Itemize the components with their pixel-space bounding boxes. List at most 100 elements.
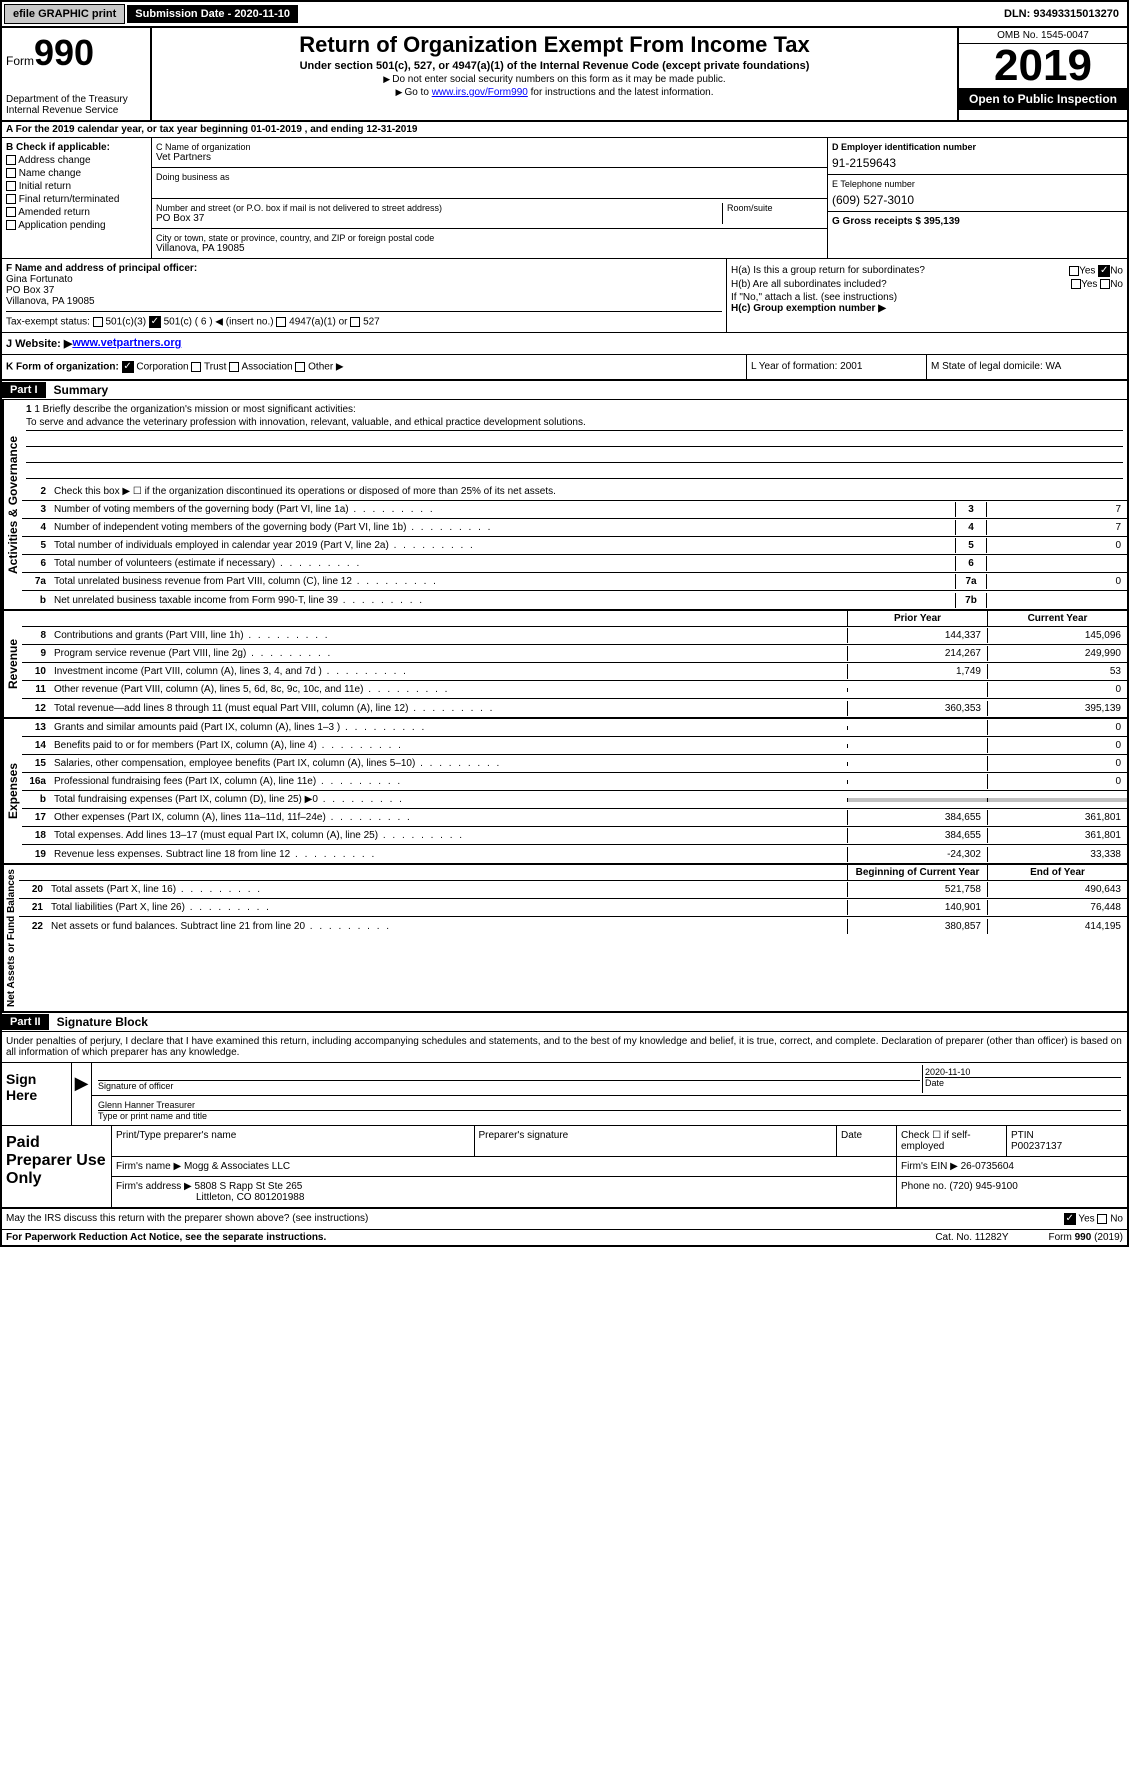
prep-date-label: Date (837, 1126, 897, 1156)
hdr-begin-year: Beginning of Current Year (847, 865, 987, 880)
chk-address-change[interactable] (6, 155, 16, 165)
line-3: 3 Number of voting members of the govern… (22, 501, 1127, 519)
chk-hb-yes[interactable] (1071, 279, 1081, 289)
part1-header: Part I Summary (2, 381, 1127, 400)
revenue-section: Revenue Prior YearCurrent Year 8 Contrib… (2, 611, 1127, 719)
sig-declaration: Under penalties of perjury, I declare th… (2, 1032, 1127, 1063)
footer-row: For Paperwork Reduction Act Notice, see … (2, 1230, 1127, 1245)
line-4: 4 Number of independent voting members o… (22, 519, 1127, 537)
form-container: efile GRAPHIC print Submission Date - 20… (0, 0, 1129, 1247)
prep-sig-label: Preparer's signature (475, 1126, 838, 1156)
firm-phone-label: Phone no. (901, 1181, 947, 1192)
dba-label: Doing business as (156, 172, 823, 182)
vert-expenses: Expenses (2, 719, 22, 863)
check-self-employed: Check ☐ if self-employed (897, 1126, 1007, 1156)
public-inspection: Open to Public Inspection (959, 88, 1127, 110)
line-20: 20 Total assets (Part X, line 16) 521,75… (19, 881, 1127, 899)
principal-label: F Name and address of principal officer: (6, 263, 722, 274)
chk-final-return[interactable] (6, 194, 16, 204)
website-link[interactable]: www.vetpartners.org (72, 337, 181, 350)
cat-number: Cat. No. 11282Y (935, 1232, 1008, 1243)
chk-other[interactable] (295, 362, 305, 372)
line-18: 18 Total expenses. Add lines 13–17 (must… (22, 827, 1127, 845)
form-number: Form990 (6, 32, 146, 74)
col-de: D Employer identification number 91-2159… (827, 138, 1127, 258)
paperwork-notice: For Paperwork Reduction Act Notice, see … (6, 1232, 326, 1243)
chk-501c3[interactable] (93, 317, 103, 327)
ein-value: 91-2159643 (832, 152, 1123, 170)
form-footer: Form 990 (2019) (1049, 1232, 1123, 1243)
section-identity: B Check if applicable: Address change Na… (2, 138, 1127, 259)
col-b-checkboxes: B Check if applicable: Address change Na… (2, 138, 152, 258)
principal-row: F Name and address of principal officer:… (2, 259, 1127, 333)
vert-revenue: Revenue (2, 611, 22, 717)
firm-addr: 5808 S Rapp St Ste 265 (195, 1181, 303, 1192)
ptin-value: P00237137 (1011, 1141, 1123, 1152)
row-j-website: J Website: ▶ www.vetpartners.org (2, 333, 1127, 355)
ha-label: H(a) Is this a group return for subordin… (731, 265, 925, 277)
sign-arrow-icon: ▶ (72, 1063, 91, 1094)
line-17: 17 Other expenses (Part IX, column (A), … (22, 809, 1127, 827)
discuss-text: May the IRS discuss this return with the… (6, 1213, 368, 1225)
principal-addr2: Villanova, PA 19085 (6, 296, 722, 307)
line-11: 11 Other revenue (Part VIII, column (A),… (22, 681, 1127, 699)
dln: DLN: 93493315013270 (996, 5, 1127, 23)
vert-governance: Activities & Governance (2, 400, 22, 609)
line-13: 13 Grants and similar amounts paid (Part… (22, 719, 1127, 737)
irs-link[interactable]: www.irs.gov/Form990 (432, 87, 528, 98)
sign-here-row: Sign Here ▶ Signature of officer 2020-11… (2, 1063, 1127, 1126)
date-label: Date (925, 1078, 1121, 1088)
expenses-section: Expenses 13 Grants and similar amounts p… (2, 719, 1127, 865)
firm-phone: (720) 945-9100 (949, 1181, 1017, 1192)
efile-print-button[interactable]: efile GRAPHIC print (4, 4, 125, 24)
hdr-prior-year: Prior Year (847, 611, 987, 626)
chk-527[interactable] (350, 317, 360, 327)
topbar: efile GRAPHIC print Submission Date - 20… (2, 2, 1127, 28)
line-8: 8 Contributions and grants (Part VIII, l… (22, 627, 1127, 645)
goto-link: Go to www.irs.gov/Form990 for instructio… (156, 87, 953, 98)
principal-name: Gina Fortunato (6, 274, 722, 285)
chk-amended-return[interactable] (6, 207, 16, 217)
chk-discuss-yes-checked[interactable]: ✓ (1064, 1213, 1076, 1225)
firm-ein-label: Firm's EIN ▶ (901, 1161, 958, 1172)
firm-name-label: Firm's name ▶ (116, 1161, 181, 1172)
line-7b: b Net unrelated business taxable income … (22, 591, 1127, 609)
chk-trust[interactable] (191, 362, 201, 372)
phone-value: (609) 527-3010 (832, 189, 1123, 207)
hb-label: H(b) Are all subordinates included? (731, 279, 887, 290)
chk-application-pending[interactable] (6, 220, 16, 230)
line-19: 19 Revenue less expenses. Subtract line … (22, 845, 1127, 863)
line-14: 14 Benefits paid to or for members (Part… (22, 737, 1127, 755)
chk-ha-yes[interactable] (1069, 266, 1079, 276)
tax-exempt-label: Tax-exempt status: (6, 317, 90, 328)
org-address: PO Box 37 (156, 213, 722, 224)
chk-hb-no[interactable] (1100, 279, 1110, 289)
state-domicile: M State of legal domicile: WA (927, 355, 1127, 379)
phone-label: E Telephone number (832, 179, 1123, 189)
line-5: 5 Total number of individuals employed i… (22, 537, 1127, 555)
line-6: 6 Total number of volunteers (estimate i… (22, 555, 1127, 573)
chk-corporation-checked[interactable]: ✓ (122, 361, 134, 373)
submission-date: Submission Date - 2020-11-10 (127, 5, 298, 23)
paid-preparer-label: Paid Preparer Use Only (2, 1126, 112, 1209)
chk-discuss-no[interactable] (1097, 1214, 1107, 1224)
firm-addr-label: Firm's address ▶ (116, 1181, 192, 1192)
year-formation: L Year of formation: 2001 (747, 355, 927, 379)
line-21: 21 Total liabilities (Part X, line 26) 1… (19, 899, 1127, 917)
paid-preparer-row: Paid Preparer Use Only Print/Type prepar… (2, 1126, 1127, 1209)
chk-name-change[interactable] (6, 168, 16, 178)
netassets-section: Net Assets or Fund Balances Beginning of… (2, 865, 1127, 1013)
firm-ein: 26-0735604 (961, 1161, 1014, 1172)
line-10: 10 Investment income (Part VIII, column … (22, 663, 1127, 681)
chk-4947[interactable] (276, 317, 286, 327)
row-klm: K Form of organization: ✓ Corporation Tr… (2, 355, 1127, 381)
line-7a: 7a Total unrelated business revenue from… (22, 573, 1127, 591)
firm-name: Mogg & Associates LLC (184, 1161, 290, 1172)
org-name: Vet Partners (156, 152, 823, 163)
chk-initial-return[interactable] (6, 181, 16, 191)
chk-501c-checked[interactable]: ✓ (149, 316, 161, 328)
hdr-end-year: End of Year (987, 865, 1127, 880)
chk-association[interactable] (229, 362, 239, 372)
chk-ha-no-checked[interactable]: ✓ (1098, 265, 1110, 277)
line-16a: 16a Professional fundraising fees (Part … (22, 773, 1127, 791)
